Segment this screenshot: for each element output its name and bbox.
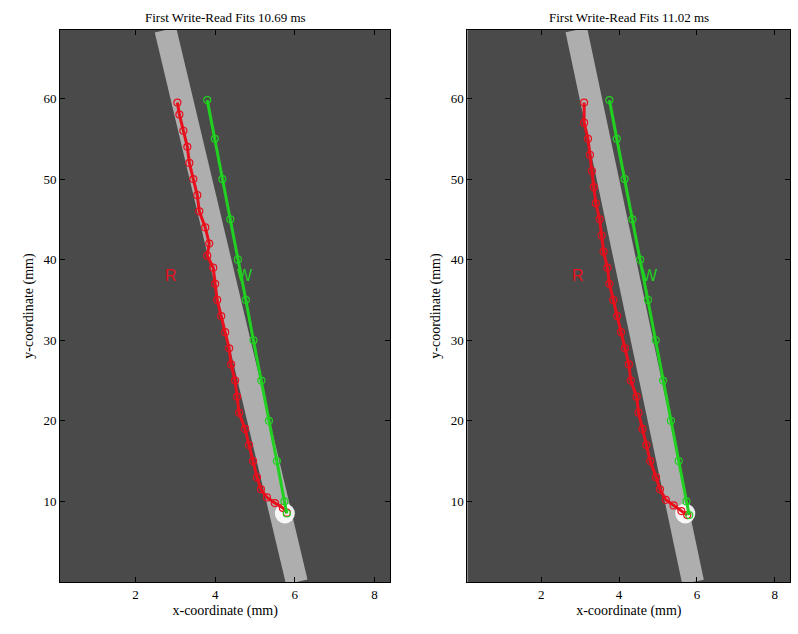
svg-text:2: 2	[538, 587, 545, 602]
svg-text:First Write-Read Fits 11.02 ms: First Write-Read Fits 11.02 ms	[549, 10, 709, 25]
svg-text:50: 50	[451, 172, 464, 187]
svg-text:6: 6	[292, 587, 299, 602]
svg-text:W: W	[642, 267, 658, 284]
svg-text:20: 20	[451, 413, 464, 428]
svg-text:R: R	[572, 267, 584, 284]
svg-text:50: 50	[43, 172, 56, 187]
svg-text:60: 60	[451, 91, 464, 106]
svg-text:R: R	[165, 267, 177, 284]
svg-text:x-coordinate (mm): x-coordinate (mm)	[172, 603, 278, 619]
svg-text:4: 4	[616, 587, 623, 602]
svg-text:30: 30	[43, 333, 56, 348]
svg-text:40: 40	[451, 252, 464, 267]
svg-text:30: 30	[451, 333, 464, 348]
svg-text:8: 8	[371, 587, 378, 602]
svg-text:2: 2	[132, 587, 139, 602]
svg-text:40: 40	[43, 252, 56, 267]
svg-text:6: 6	[694, 587, 701, 602]
svg-text:x-coordinate (mm): x-coordinate (mm)	[576, 603, 682, 619]
svg-text:60: 60	[43, 91, 56, 106]
svg-text:First Write-Read Fits 10.69 ms: First Write-Read Fits 10.69 ms	[145, 10, 306, 25]
svg-text:W: W	[237, 267, 253, 284]
svg-text:10: 10	[451, 494, 464, 509]
svg-text:10: 10	[43, 494, 56, 509]
svg-text:4: 4	[212, 587, 219, 602]
svg-text:20: 20	[43, 413, 56, 428]
svg-text:y-coordinate (mm): y-coordinate (mm)	[428, 253, 444, 359]
svg-text:y-coordinate (mm): y-coordinate (mm)	[21, 253, 37, 359]
svg-text:8: 8	[772, 587, 779, 602]
